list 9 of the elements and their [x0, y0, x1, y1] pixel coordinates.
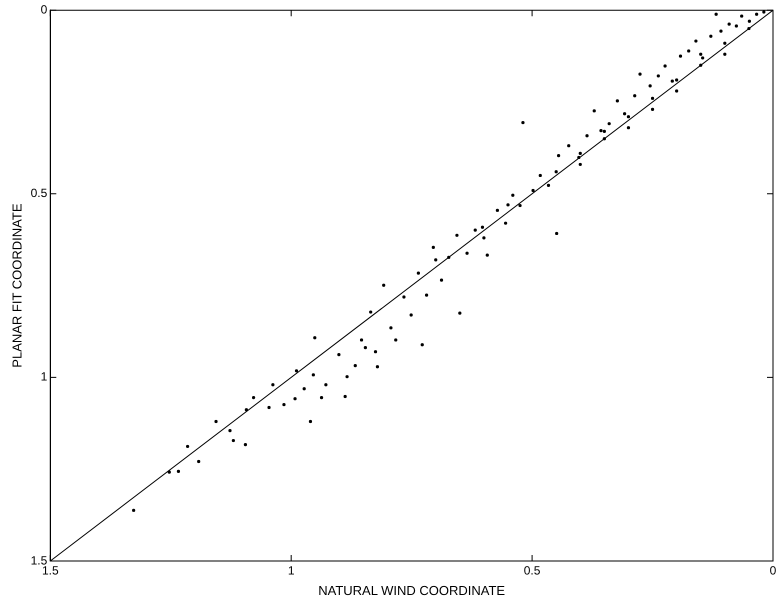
y-tick-label: 1.5 [30, 553, 48, 568]
y-tick-label: 1 [40, 370, 48, 384]
x-tick-label: 0.5 [524, 564, 541, 578]
y-axis-title: PLANAR FIT COORDINATE [9, 203, 24, 368]
x-axis-title: NATURAL WIND COORDINATE [318, 582, 506, 598]
x-tick-label: 1 [288, 564, 295, 578]
y-tick-label: 0.5 [30, 186, 48, 200]
x-tick-label: 0 [770, 564, 777, 578]
y-tick-label: 0 [40, 2, 48, 17]
